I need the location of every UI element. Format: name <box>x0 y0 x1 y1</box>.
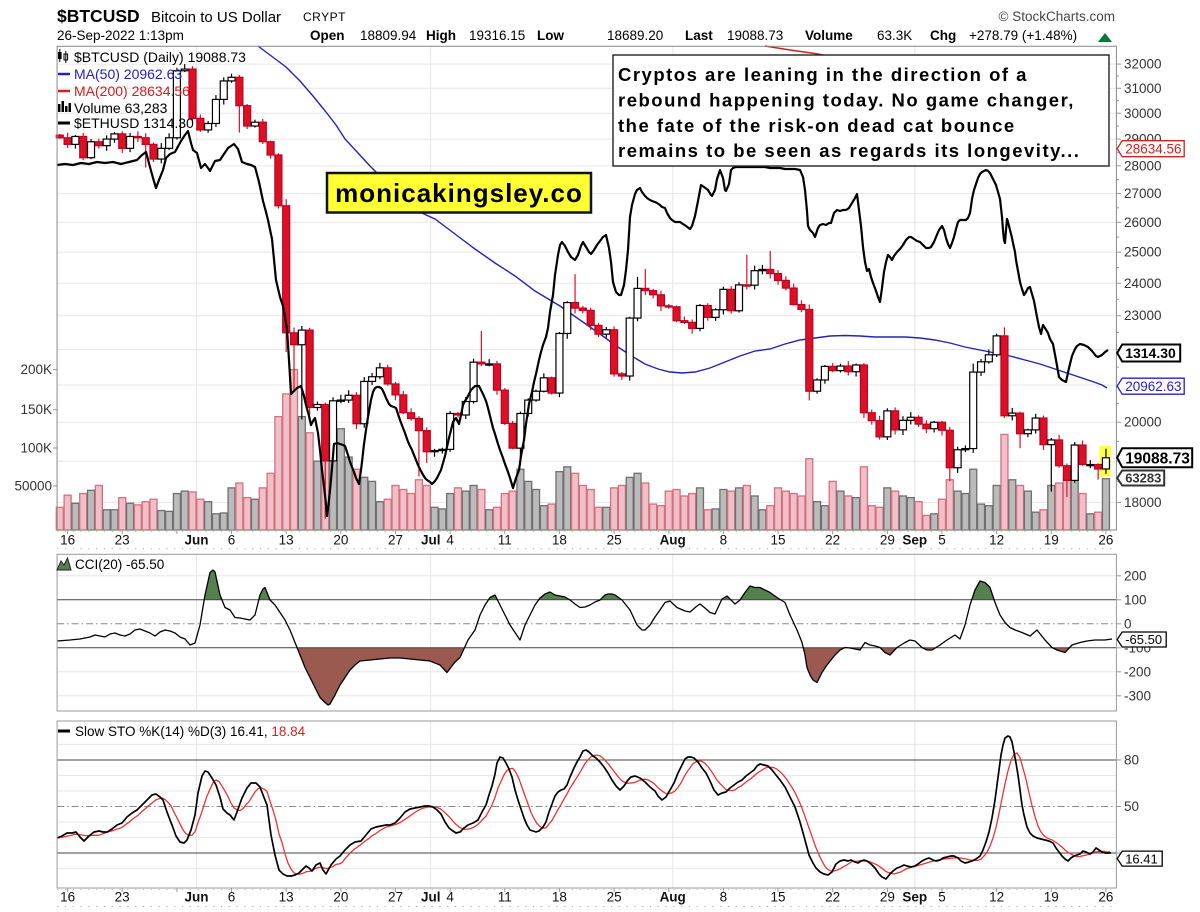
svg-text:4: 4 <box>446 890 454 905</box>
svg-text:5: 5 <box>938 890 946 905</box>
svg-text:12: 12 <box>989 890 1004 905</box>
svg-text:27: 27 <box>388 533 403 548</box>
svg-text:100K: 100K <box>20 441 52 456</box>
svg-text:-65.50: -65.50 <box>1125 632 1162 647</box>
svg-text:19: 19 <box>1044 533 1059 548</box>
svg-text:5: 5 <box>938 533 946 548</box>
svg-text:200K: 200K <box>20 362 52 377</box>
svg-text:6: 6 <box>228 890 236 905</box>
svg-text:$BTCUSD (Daily) 19088.73: $BTCUSD (Daily) 19088.73 <box>74 49 246 65</box>
svg-text:22: 22 <box>825 890 840 905</box>
svg-text:19: 19 <box>1044 890 1059 905</box>
svg-text:80: 80 <box>1124 752 1139 767</box>
svg-text:11: 11 <box>498 533 512 548</box>
svg-text:25000: 25000 <box>1124 245 1162 260</box>
svg-text:20: 20 <box>333 533 348 548</box>
svg-text:Jul: Jul <box>421 533 441 548</box>
svg-text:27000: 27000 <box>1124 186 1162 201</box>
svg-text:Bitcoin to US Dollar: Bitcoin to US Dollar <box>151 9 281 26</box>
svg-text:28634.56: 28634.56 <box>1125 142 1181 157</box>
svg-text:Slow STO %K(14) %D(3) 16.41, 1: Slow STO %K(14) %D(3) 16.41, 18.84 <box>75 724 306 739</box>
svg-text:Jun: Jun <box>184 533 208 548</box>
svg-text:50000: 50000 <box>14 479 52 494</box>
svg-text:6: 6 <box>228 533 236 548</box>
svg-text:20962.63: 20962.63 <box>1125 379 1181 394</box>
svg-text:remains to be seen as regards: remains to be seen as regards its longev… <box>618 140 1080 161</box>
svg-text:16: 16 <box>60 890 75 905</box>
svg-text:Sep: Sep <box>902 533 927 548</box>
svg-text:26: 26 <box>1098 533 1113 548</box>
svg-text:Sep: Sep <box>902 890 927 905</box>
svg-text:15: 15 <box>770 890 785 905</box>
svg-text:200: 200 <box>1124 568 1147 583</box>
svg-text:31000: 31000 <box>1124 81 1162 96</box>
svg-text:Volume 63,283: Volume 63,283 <box>74 100 168 116</box>
svg-text:63283: 63283 <box>1125 471 1161 486</box>
svg-text:23: 23 <box>115 533 130 548</box>
svg-text:32000: 32000 <box>1124 57 1162 72</box>
svg-text:19088.73: 19088.73 <box>1125 450 1190 467</box>
svg-text:16.41: 16.41 <box>1125 851 1158 866</box>
svg-text:18: 18 <box>552 533 567 548</box>
svg-text:50: 50 <box>1124 799 1139 814</box>
svg-text:23: 23 <box>115 890 130 905</box>
svg-text:11: 11 <box>498 890 512 905</box>
svg-text:13: 13 <box>279 890 294 905</box>
svg-text:MA(200) 28634.56: MA(200) 28634.56 <box>74 83 190 99</box>
svg-text:16: 16 <box>60 533 75 548</box>
svg-text:26000: 26000 <box>1124 215 1162 230</box>
svg-text:12: 12 <box>989 533 1004 548</box>
svg-text:MA(50) 20962.63: MA(50) 20962.63 <box>74 66 182 82</box>
svg-text:26-Sep-2022 1:13pm: 26-Sep-2022 1:13pm <box>57 28 184 43</box>
svg-text:26: 26 <box>1098 890 1113 905</box>
svg-text:24000: 24000 <box>1124 276 1162 291</box>
svg-text:1314.30: 1314.30 <box>1125 345 1176 361</box>
svg-text:rebound happening today. No ga: rebound happening today. No game changer… <box>618 89 1075 110</box>
svg-text:monicakingsley.co: monicakingsley.co <box>335 178 583 208</box>
svg-text:Cryptos are leaning in the dir: Cryptos are leaning in the direction of … <box>618 64 1028 85</box>
svg-text:18: 18 <box>552 890 567 905</box>
svg-text:29: 29 <box>880 890 895 905</box>
svg-text:25: 25 <box>607 533 622 548</box>
svg-text:18000: 18000 <box>1124 495 1162 510</box>
svg-text:0: 0 <box>1124 616 1132 631</box>
svg-text:-200: -200 <box>1124 664 1151 679</box>
svg-text:27: 27 <box>388 890 403 905</box>
svg-text:20: 20 <box>333 890 348 905</box>
svg-text:23000: 23000 <box>1124 308 1162 323</box>
svg-text:Aug: Aug <box>660 533 686 548</box>
svg-text:CRYPT: CRYPT <box>303 10 346 24</box>
svg-text:29: 29 <box>880 533 895 548</box>
svg-text:8: 8 <box>720 890 728 905</box>
svg-text:28000: 28000 <box>1124 158 1162 173</box>
svg-text:$BTCUSD: $BTCUSD <box>57 6 140 26</box>
svg-text:30000: 30000 <box>1124 106 1162 121</box>
svg-text:100: 100 <box>1124 592 1147 607</box>
svg-text:-300: -300 <box>1124 688 1151 703</box>
svg-text:Jul: Jul <box>421 890 441 905</box>
svg-text:13: 13 <box>279 533 294 548</box>
svg-text:CCI(20) -65.50: CCI(20) -65.50 <box>75 557 164 572</box>
svg-text:20000: 20000 <box>1124 415 1162 430</box>
svg-text:$ETHUSD 1314.30: $ETHUSD 1314.30 <box>74 115 194 131</box>
svg-text:22: 22 <box>825 533 840 548</box>
svg-text:the fate of the risk-on dead c: the fate of the risk-on dead cat bounce <box>618 115 1016 136</box>
svg-text:Jun: Jun <box>184 890 208 905</box>
svg-text:15: 15 <box>770 533 785 548</box>
svg-text:© StockCharts.com: © StockCharts.com <box>999 9 1115 24</box>
svg-text:4: 4 <box>446 533 454 548</box>
svg-text:25: 25 <box>607 890 622 905</box>
svg-text:8: 8 <box>720 533 728 548</box>
svg-text:Aug: Aug <box>660 890 686 905</box>
svg-text:150K: 150K <box>20 402 52 417</box>
